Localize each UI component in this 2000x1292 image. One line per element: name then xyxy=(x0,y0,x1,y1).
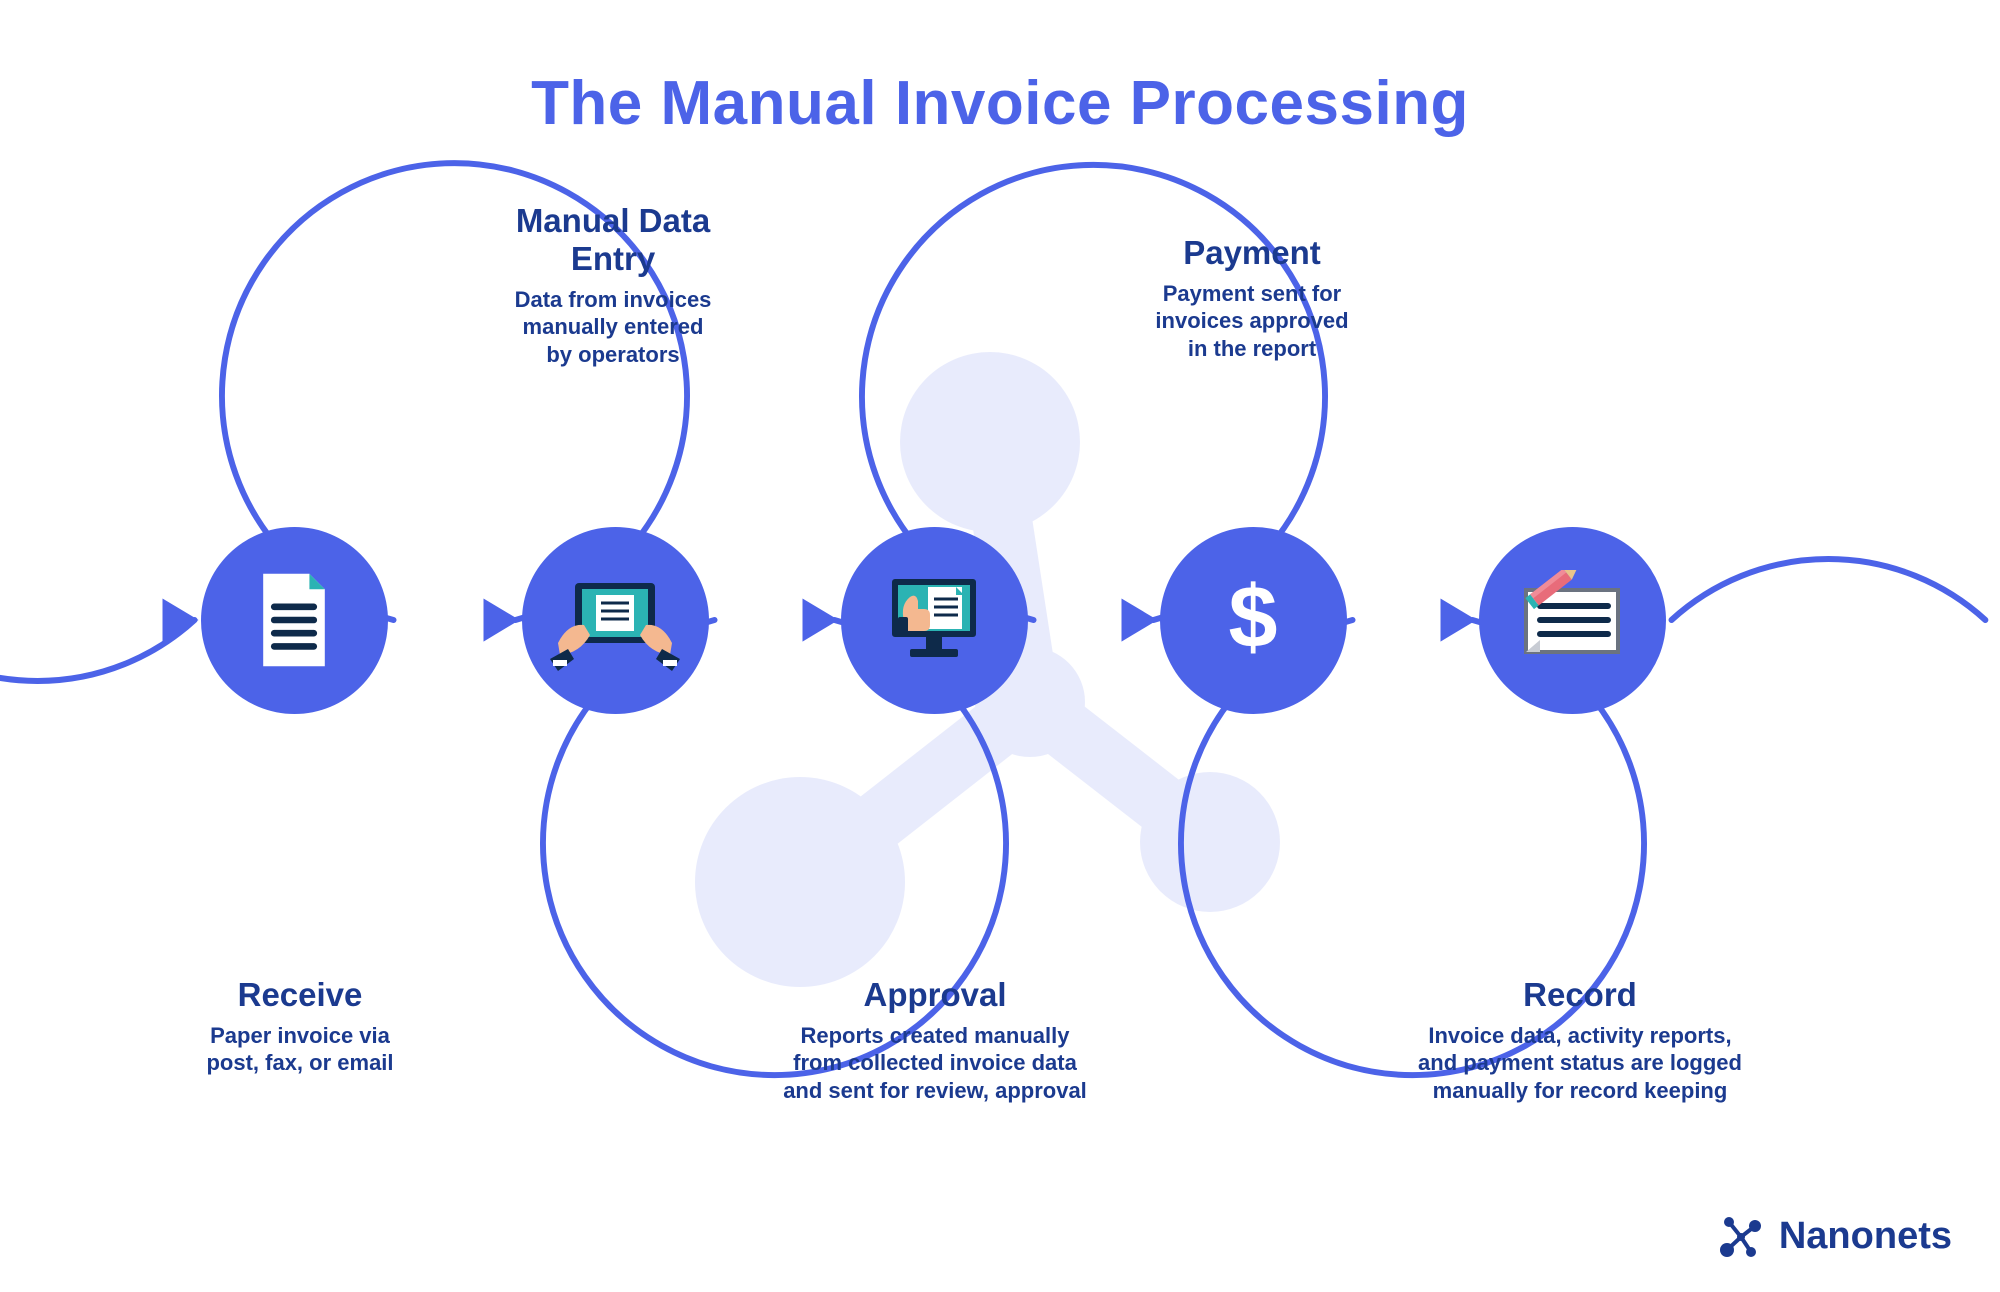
step-label-payment: Payment Payment sent forinvoices approved… xyxy=(1102,234,1402,362)
monitor-icon xyxy=(874,565,994,675)
step-title: Record xyxy=(1350,976,1810,1014)
step-desc: Data from invoicesmanually enteredby ope… xyxy=(463,286,763,369)
step-node-receive xyxy=(201,527,388,714)
step-desc: Invoice data, activity reports,and payme… xyxy=(1350,1022,1810,1105)
step-label-record: Record Invoice data, activity reports,and… xyxy=(1350,976,1810,1104)
step-node-approval xyxy=(841,527,1028,714)
brand-name: Nanonets xyxy=(1779,1215,1952,1258)
step-title: Receive xyxy=(170,976,430,1014)
step-title: Approval xyxy=(720,976,1150,1014)
step-node-payment: $ xyxy=(1160,527,1347,714)
dollar-icon: $ xyxy=(1208,565,1298,675)
step-desc: Payment sent forinvoices approvedin the … xyxy=(1102,280,1402,363)
page-title: The Manual Invoice Processing xyxy=(0,68,2000,139)
step-label-approval: Approval Reports created manuallyfrom col… xyxy=(720,976,1150,1104)
document-icon xyxy=(239,565,349,675)
step-title: Manual DataEntry xyxy=(463,202,763,278)
step-desc: Reports created manuallyfrom collected i… xyxy=(720,1022,1150,1105)
brand-footer: Nanonets xyxy=(1717,1212,1952,1260)
svg-text:$: $ xyxy=(1229,567,1278,666)
step-title: Payment xyxy=(1102,234,1402,272)
step-node-record xyxy=(1479,527,1666,714)
step-desc: Paper invoice viapost, fax, or email xyxy=(170,1022,430,1077)
tablet-icon xyxy=(550,565,680,675)
note-icon xyxy=(1512,570,1632,670)
step-label-manual-data-entry: Manual DataEntry Data from invoicesmanual… xyxy=(463,202,763,368)
brand-logo-icon xyxy=(1717,1212,1765,1260)
step-label-receive: Receive Paper invoice viapost, fax, or em… xyxy=(170,976,430,1077)
infographic-stage: The Manual Invoice Processing Nanonets xyxy=(0,0,2000,1292)
step-node-manual-data-entry xyxy=(522,527,709,714)
